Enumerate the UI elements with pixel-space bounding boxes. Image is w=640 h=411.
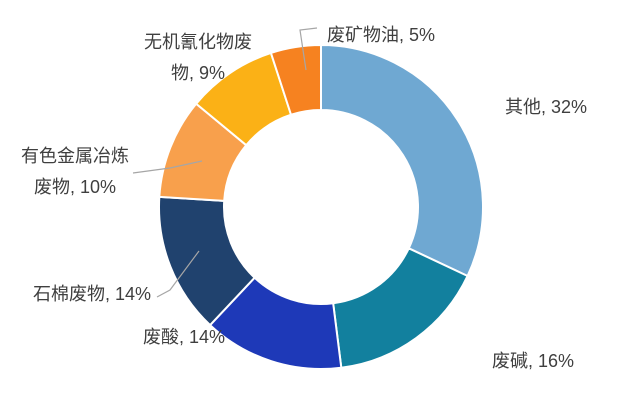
leader-line-waste-mineral-oil — [299, 27, 318, 71]
leader-line-nonferrous-smelting-waste — [132, 160, 203, 174]
donut-segment-waste-alkali — [332, 247, 469, 369]
donut-segment-other — [320, 44, 484, 277]
leader-line-asbestos-waste — [156, 250, 200, 298]
donut-segment-waste-mineral-oil — [269, 44, 322, 116]
